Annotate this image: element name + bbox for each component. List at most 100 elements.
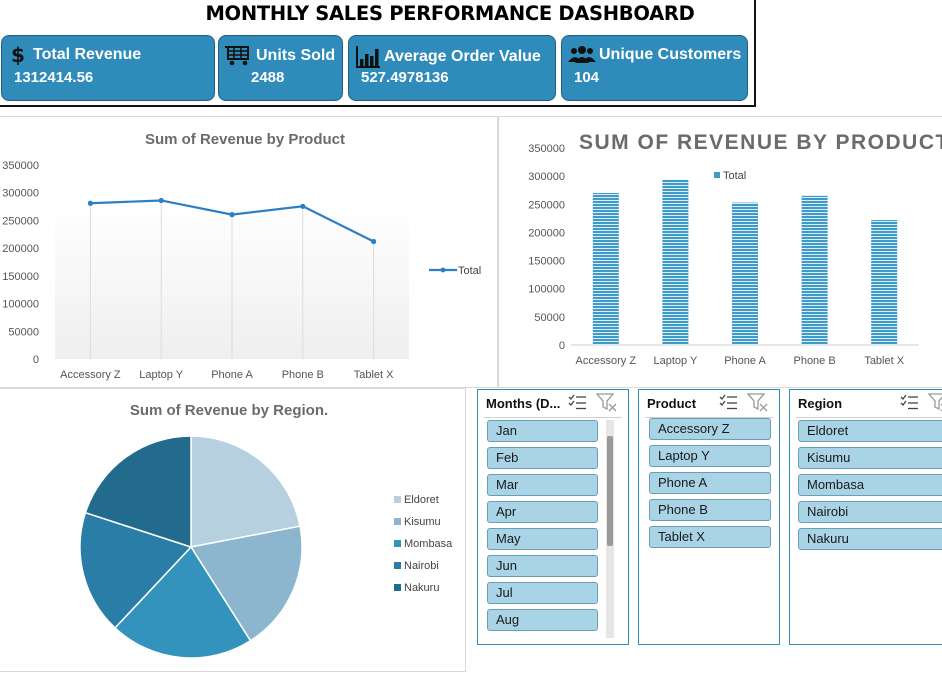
pie-chart: Sum of Revenue by Region. Eldoret Kisumu Mo…: [79, 402, 453, 659]
bar-chart: SUM OF REVENUE BY PRODUCT Total 0 50000 1000…: [528, 131, 942, 367]
slicer-divider: [796, 417, 942, 418]
y-tick-label: 300000: [528, 171, 565, 183]
legend-label: Nakuru: [404, 582, 439, 594]
legend-label: Eldoret: [404, 494, 439, 506]
data-point: [300, 203, 306, 209]
slicer-item-aug[interactable]: Aug: [487, 609, 598, 631]
y-tick-label: 50000: [534, 312, 565, 324]
slicer-toolbar: [900, 393, 942, 413]
slicer-item-may[interactable]: May: [487, 528, 598, 550]
bar-tablet-x: [871, 220, 898, 345]
multi-select-icon[interactable]: [719, 393, 739, 411]
users-icon: [568, 46, 596, 63]
y-tick-label: 200000: [528, 227, 565, 239]
legend-label: Kisumu: [404, 516, 441, 528]
slicer-divider: [645, 417, 773, 418]
data-point: [371, 238, 377, 245]
legend-swatch: [394, 518, 401, 525]
product-slicer[interactable]: Product Accessory Z Laptop Y Phone A Phone B…: [638, 389, 780, 645]
slicer-item-mombasa[interactable]: Mombasa: [798, 474, 942, 496]
kpi-label: Average Order Value: [384, 48, 541, 65]
kpi-unique-customers-card[interactable]: Unique Customers 104: [561, 35, 748, 101]
slicer-scrollbar[interactable]: [606, 420, 614, 638]
bar-laptop-y: [662, 179, 689, 345]
x-tick-label: Accessory Z: [60, 369, 121, 381]
slicer-item-laptop-y[interactable]: Laptop Y: [649, 445, 771, 467]
kpi-label: Units Sold: [256, 47, 336, 64]
slicer-title: Months (D...: [486, 396, 561, 411]
chart-title: Sum of Revenue by Region.: [130, 402, 328, 419]
dollar-icon: $: [11, 45, 25, 65]
bar-chart-panel[interactable]: SUM OF REVENUE BY PRODUCT Total 0 50000 1000…: [498, 116, 942, 388]
scrollbar-thumb[interactable]: [607, 436, 613, 546]
kpi-label: Total Revenue: [33, 46, 142, 63]
slicer-item-tablet-x[interactable]: Tablet X: [649, 526, 771, 548]
slicer-item-mar[interactable]: Mar: [487, 474, 598, 496]
slicer-item-apr[interactable]: Apr: [487, 501, 598, 523]
kpi-units-sold-card[interactable]: Units Sold 2488: [218, 35, 343, 101]
x-tick-label: Phone B: [793, 355, 835, 367]
line-chart-panel[interactable]: Sum of Revenue by Product 0 50000 100000 150…: [0, 116, 498, 388]
clear-filter-icon[interactable]: [747, 393, 769, 413]
clear-filter-icon[interactable]: [928, 393, 942, 413]
y-tick-label: 0: [33, 354, 39, 366]
slicer-item-phone-a[interactable]: Phone A: [649, 472, 771, 494]
cart-icon: [225, 46, 249, 66]
slicer-item-jun[interactable]: Jun: [487, 555, 598, 577]
months-slicer[interactable]: Months (D... Jan Feb Mar Apr May Jun Jul Aug: [477, 389, 629, 645]
legend-swatch: [394, 562, 401, 569]
region-slicer[interactable]: Region Eldoret Kisumu Mombasa Nairobi Nakuru: [789, 389, 942, 645]
x-tick-label: Laptop Y: [653, 355, 698, 367]
legend-label: Total: [458, 265, 481, 277]
slicer-item-kisumu[interactable]: Kisumu: [798, 447, 942, 469]
legend-swatch: [394, 496, 401, 503]
x-tick-label: Phone B: [282, 369, 324, 381]
pie-slice-eldoret: [190, 435, 301, 548]
kpi-total-revenue-card[interactable]: $ Total Revenue 1312414.56: [1, 35, 215, 101]
slicer-toolbar: [719, 393, 769, 413]
pie-chart-panel[interactable]: Sum of Revenue by Region. Eldoret Kisumu Mo…: [0, 388, 466, 672]
slicer-item-nakuru[interactable]: Nakuru: [798, 528, 942, 550]
y-tick-label: 200000: [2, 243, 39, 255]
y-tick-label: 100000: [528, 284, 565, 296]
legend-swatch: [394, 540, 401, 547]
x-tick-label: Tablet X: [354, 369, 394, 381]
y-tick-label: 350000: [2, 160, 39, 172]
slicer-title: Product: [647, 396, 697, 411]
chart-title: SUM OF REVENUE BY PRODUCT: [579, 131, 942, 154]
pie-slice-mombasa: [113, 545, 252, 659]
x-tick-label: Accessory Z: [576, 355, 637, 367]
legend-point-marker: [440, 267, 446, 273]
slicer-item-eldoret[interactable]: Eldoret: [798, 420, 942, 442]
slicer-item-jul[interactable]: Jul: [487, 582, 598, 604]
pie-slice-nakuru: [84, 435, 192, 549]
bar-accessory-z: [592, 193, 619, 345]
x-tick-label: Phone A: [724, 355, 766, 367]
pie-slice-kisumu: [189, 525, 303, 642]
legend-swatch: [394, 584, 401, 591]
slicer-item-nairobi[interactable]: Nairobi: [798, 501, 942, 523]
bar-phone-b: [801, 195, 828, 345]
legend-label: Total: [723, 170, 746, 182]
kpi-value: 2488: [251, 69, 285, 86]
y-tick-label: 0: [559, 340, 565, 352]
y-tick-label: 350000: [528, 143, 565, 155]
kpi-value: 1312414.56: [14, 69, 94, 86]
dashboard-title: MONTHLY SALES PERFORMANCE DASHBOARD: [205, 2, 695, 25]
slicer-item-phone-b[interactable]: Phone B: [649, 499, 771, 521]
kpi-value: 527.4978136: [361, 69, 449, 86]
slicer-item-feb[interactable]: Feb: [487, 447, 598, 469]
legend-label: Nairobi: [404, 560, 439, 572]
clear-filter-icon[interactable]: [596, 393, 618, 413]
multi-select-icon[interactable]: [568, 393, 588, 411]
data-point: [229, 212, 235, 218]
kpi-average-order-value-card[interactable]: Average Order Value 527.4978136: [348, 35, 556, 101]
slicer-item-accessory-z[interactable]: Accessory Z: [649, 418, 771, 440]
x-tick-label: Laptop Y: [139, 369, 184, 381]
slicer-item-jan[interactable]: Jan: [487, 420, 598, 442]
multi-select-icon[interactable]: [900, 393, 920, 411]
slicer-divider: [484, 417, 622, 418]
data-point: [87, 200, 93, 206]
legend-label: Mombasa: [404, 538, 453, 550]
x-tick-label: Phone A: [211, 369, 253, 381]
